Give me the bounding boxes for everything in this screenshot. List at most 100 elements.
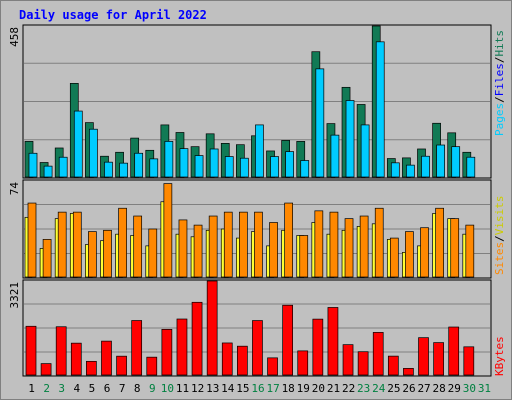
bot-kbytes-bar-day-16 (252, 320, 263, 376)
day-label-10: 10 (161, 382, 174, 395)
top-pages-bar-day-30 (466, 156, 476, 178)
bot-kbytes-bar-day-27 (418, 337, 429, 376)
day-label-11: 11 (176, 382, 189, 395)
top-pages-bar-day-22 (345, 100, 355, 178)
mid-sites-bar-day-9 (148, 228, 158, 278)
mid-sites-bar-day-22 (344, 218, 354, 278)
day-label-4: 4 (74, 382, 81, 395)
top-pages-bar-day-16 (255, 124, 264, 178)
legend-sep: / (493, 57, 506, 64)
legend-sep: / (493, 96, 506, 103)
hits-ymax-label: 458 (8, 27, 21, 47)
top-pages-bar-day-29 (451, 146, 461, 178)
top-pages-bar-day-10 (164, 141, 174, 178)
mid-sites-bar-day-11 (178, 219, 188, 278)
day-label-18: 18 (282, 382, 295, 395)
mid-sites-bar-day-1 (27, 202, 37, 278)
mid-sites-bar-day-5 (88, 231, 97, 278)
day-label-28: 28 (433, 382, 446, 395)
top-pages-bar-day-12 (194, 155, 204, 178)
day-label-6: 6 (104, 382, 111, 395)
top-pages-bar-day-1 (28, 152, 38, 178)
day-label-16: 16 (251, 382, 264, 395)
bot-kbytes-bar-day-1 (25, 325, 37, 376)
day-label-5: 5 (89, 382, 96, 395)
bot-kbytes-bar-day-15 (237, 345, 248, 376)
top-pages-bar-day-7 (119, 162, 128, 178)
mid-sites-bar-day-19 (299, 235, 309, 278)
visits-ymax-label: 74 (8, 182, 21, 196)
legend-kbytes: KBytes (493, 336, 506, 376)
day-label-8: 8 (134, 382, 141, 395)
legend-hits: Hits (493, 30, 506, 57)
mid-sites-bar-day-8 (133, 215, 143, 278)
day-label-2: 2 (43, 382, 50, 395)
day-label-17: 17 (266, 382, 279, 395)
bot-kbytes-bar-day-24 (372, 332, 384, 376)
top-pages-bar-day-18 (285, 151, 294, 178)
mid-sites-bar-day-14 (223, 211, 233, 278)
top-pages-bar-day-5 (89, 128, 98, 178)
day-label-13: 13 (206, 382, 219, 395)
mid-sites-bar-day-21 (329, 211, 339, 278)
bot-kbytes-bar-day-22 (342, 344, 354, 376)
top-pages-bar-day-14 (224, 156, 234, 178)
legend-mid: Sites/Visits (493, 196, 506, 276)
legend-files: Files (493, 63, 506, 96)
day-label-19: 19 (297, 382, 310, 395)
bot-kbytes-bar-day-9 (146, 356, 158, 376)
bot-kbytes-bar-day-12 (191, 301, 203, 376)
mid-sites-bar-day-27 (420, 227, 429, 278)
mid-sites-bar-day-4 (72, 211, 82, 278)
mid-sites-bar-day-28 (435, 207, 444, 278)
top-pages-bar-day-3 (58, 156, 68, 178)
bot-kbytes-bar-day-2 (40, 363, 52, 376)
top-pages-bar-day-21 (330, 134, 340, 178)
top-pages-bar-day-17 (270, 156, 279, 178)
top-pages-bar-day-2 (43, 165, 53, 178)
mid-sites-bar-day-7 (118, 207, 127, 278)
bot-kbytes-bar-day-17 (267, 357, 278, 376)
chart-title: Daily usage for April 2022 (19, 8, 207, 22)
bot-kbytes-bar-day-5 (86, 360, 97, 376)
bot-kbytes-bar-day-14 (221, 342, 233, 376)
day-label-23: 23 (357, 382, 370, 395)
top-pages-bar-day-27 (421, 155, 430, 178)
bot-kbytes-bar-day-29 (448, 326, 460, 376)
day-label-9: 9 (149, 382, 156, 395)
bot-kbytes-bar-day-28 (433, 342, 444, 376)
day-label-7: 7 (119, 382, 126, 395)
bot-kbytes-bar-day-18 (282, 304, 293, 376)
day-label-27: 27 (417, 382, 430, 395)
mid-sites-bar-day-26 (405, 231, 414, 278)
top-pages-bar-day-4 (73, 110, 83, 178)
legend-sep: / (493, 235, 506, 242)
top-pages-bar-day-13 (209, 148, 219, 178)
bot-kbytes-bar-day-19 (297, 350, 309, 376)
top-pages-bar-day-15 (240, 157, 249, 178)
mid-sites-bar-day-29 (450, 218, 460, 278)
bot-kbytes-bar-day-21 (327, 307, 339, 376)
top-pages-bar-day-24 (375, 41, 385, 178)
bot-kbytes-bar-day-11 (176, 318, 188, 376)
legend-visits: Visits (493, 196, 506, 236)
mid-sites-bar-day-17 (269, 222, 278, 278)
mid-sites-bar-day-24 (374, 207, 384, 278)
day-label-21: 21 (327, 382, 340, 395)
day-label-30: 30 (463, 382, 476, 395)
mid-sites-bar-day-25 (389, 237, 399, 278)
mid-sites-bar-day-15 (239, 211, 248, 278)
mid-sites-bar-day-23 (359, 215, 369, 278)
kbytes-ymax-label: 3321 (8, 282, 21, 309)
bot-kbytes-bar-day-7 (116, 355, 127, 376)
day-label-20: 20 (312, 382, 325, 395)
bot-kbytes-bar-day-20 (312, 318, 324, 376)
top-pages-bar-day-8 (134, 152, 144, 178)
day-label-12: 12 (191, 382, 204, 395)
day-label-14: 14 (221, 382, 235, 395)
mid-sites-bar-day-16 (254, 211, 263, 278)
mid-sites-bar-day-10 (163, 183, 173, 278)
top-pages-bar-day-19 (300, 160, 310, 178)
bot-kbytes-bar-day-13 (206, 280, 218, 376)
mid-sites-bar-day-6 (103, 229, 112, 278)
